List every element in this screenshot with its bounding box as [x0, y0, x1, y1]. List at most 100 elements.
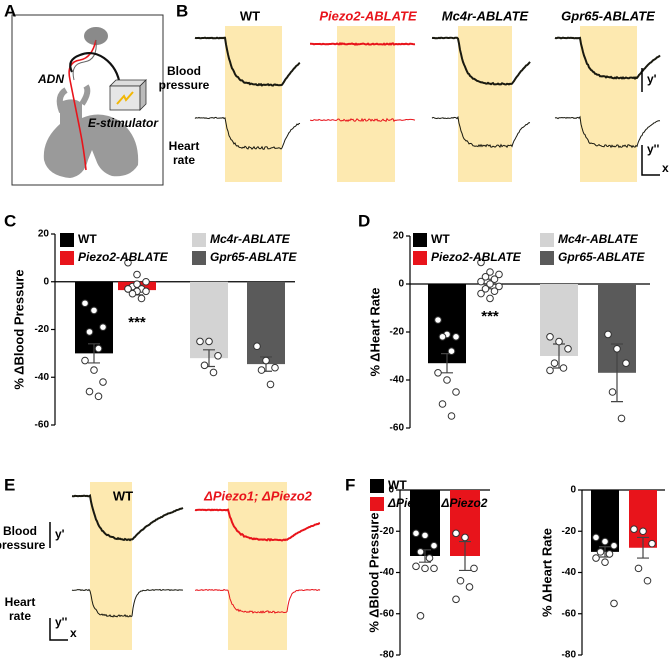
data-point [634, 564, 643, 573]
y-tick-label: 0 [570, 485, 576, 496]
vessel [56, 84, 91, 114]
y-axis-label: % ΔBlood Pressure [11, 269, 26, 389]
data-point [617, 414, 626, 423]
data-point [81, 299, 89, 308]
data-point [486, 268, 494, 276]
data-point [271, 363, 279, 372]
annotation: *** [128, 314, 146, 331]
data-point [421, 531, 429, 540]
data-point [555, 337, 563, 346]
y-tick-label: -20 [562, 526, 577, 537]
legend-swatch [370, 497, 384, 511]
data-point [443, 376, 451, 384]
trace [431, 36, 531, 86]
data-point [490, 275, 499, 284]
bar [190, 281, 228, 359]
data-point [416, 548, 425, 556]
trace [310, 42, 416, 46]
row-label: Heart [5, 595, 36, 609]
data-point [592, 554, 600, 562]
stimulus-window [228, 482, 287, 650]
legend-swatch [60, 233, 74, 247]
row-label: pressure [0, 538, 46, 552]
y-tick-label: -20 [380, 526, 395, 537]
data-point [601, 537, 609, 546]
data-point [257, 366, 266, 374]
data-point [266, 380, 275, 389]
data-point [486, 280, 494, 288]
column-title: WT [240, 8, 260, 23]
legend-label: WT [78, 232, 97, 246]
error-bar [637, 536, 649, 559]
legend-swatch [60, 251, 74, 265]
data-point [452, 529, 460, 538]
data-point [495, 270, 503, 279]
trace [71, 588, 184, 618]
data-point [253, 342, 261, 351]
row-label: rate [173, 153, 195, 167]
legend-label: ΔPiezo1; ΔPiezo2 [387, 496, 488, 510]
stimulator-side [139, 79, 147, 111]
panel-letter: E [4, 475, 15, 494]
data-point [262, 356, 270, 365]
y-tick-label: -40 [35, 372, 50, 383]
data-point [421, 564, 429, 573]
legend-label: Gpr65-ABLATE [210, 250, 297, 264]
stimulator-bolt [116, 91, 134, 105]
legend-label: Mc4r-ABLATE [210, 232, 291, 246]
trace [194, 116, 301, 150]
y-tick-label: -60 [562, 608, 577, 619]
data-point [596, 548, 605, 556]
data-point [430, 564, 438, 573]
data-point [546, 366, 554, 375]
y-tick-label: -20 [390, 327, 405, 338]
panel-letter: A [4, 1, 16, 20]
data-point [481, 285, 490, 293]
data-point [416, 612, 425, 620]
data-point [643, 576, 652, 585]
column-title: ΔPiezo1; ΔPiezo2 [203, 488, 313, 503]
data-point [610, 599, 618, 608]
bar [247, 281, 285, 365]
data-point [605, 550, 614, 558]
row-label: pressure [159, 78, 210, 92]
error-bar [88, 343, 100, 364]
legend-label: Gpr65-ABLATE [558, 250, 645, 264]
data-point [559, 364, 568, 372]
panel-letter: D [358, 211, 370, 230]
data-point [465, 583, 474, 591]
y-tick-label: -60 [35, 420, 50, 431]
data-point [434, 316, 442, 324]
data-point [209, 368, 218, 377]
panel-letter: B [176, 1, 188, 20]
data-point [477, 277, 485, 286]
data-point [438, 400, 447, 408]
legend-label: Piezo2-ABLATE [431, 250, 522, 264]
data-point [608, 388, 617, 396]
panel-a-schematic [11, 14, 164, 186]
data-point [564, 345, 572, 353]
panel-letter: C [4, 211, 16, 230]
stimulus-window [458, 26, 512, 182]
column-title: Gpr65-ABLATE [561, 8, 655, 23]
y-tick-label: -60 [390, 423, 405, 434]
scale-label: y' [647, 72, 657, 86]
data-point [447, 412, 456, 420]
bar [428, 284, 466, 364]
data-point [486, 294, 494, 303]
data-point [610, 541, 618, 550]
y-tick-label: 0 [398, 279, 404, 290]
data-point [447, 347, 456, 356]
legend-label: Mc4r-ABLATE [558, 232, 639, 246]
ganglion [84, 27, 108, 45]
y-axis-label: % ΔHeart Rate [367, 287, 382, 376]
data-point [495, 282, 503, 291]
legend-swatch [540, 233, 554, 247]
y-tick-label: -40 [380, 567, 395, 578]
data-point [438, 333, 447, 341]
label: ADN [37, 72, 64, 86]
nerve [68, 39, 97, 171]
bar [75, 281, 113, 354]
legend-swatch [413, 233, 427, 247]
data-point [434, 369, 442, 377]
